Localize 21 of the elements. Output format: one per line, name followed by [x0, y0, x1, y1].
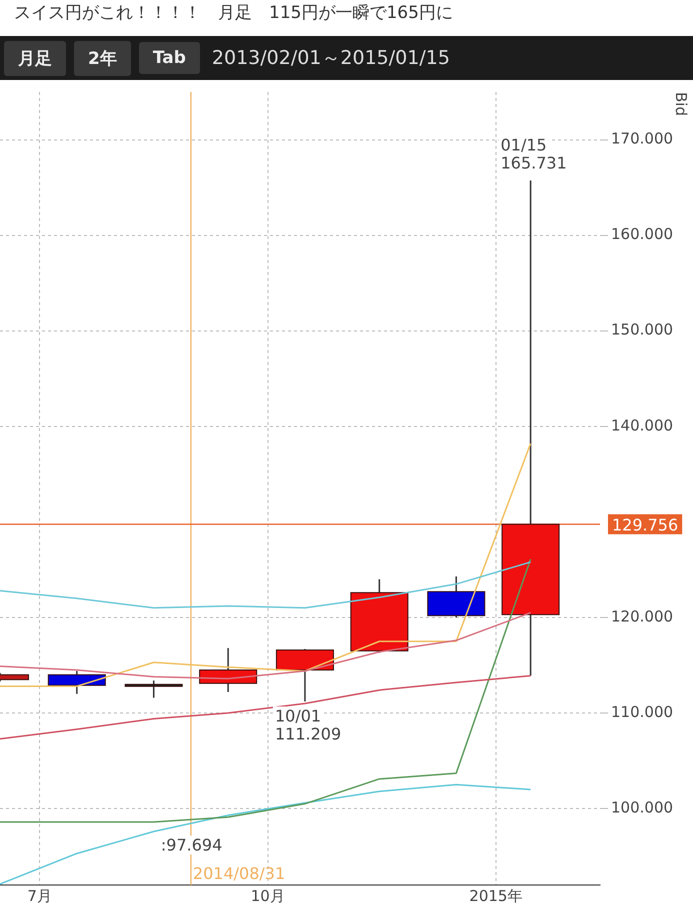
chart-subtitle: 2013/02/01～2015/01/15 — [212, 46, 450, 71]
y-tick-label: 140.000 — [611, 416, 674, 434]
y-axis-title: Bid — [672, 92, 690, 116]
annotation: 01/15 165.731 — [500, 136, 567, 173]
chart-title: スイス円がこれ！！！！ 月足 115円が一瞬で165円に — [13, 2, 454, 25]
annotation: :97.694 — [160, 836, 222, 855]
y-tick-label: 120.000 — [611, 607, 674, 626]
y-tick-label: 100.000 — [611, 798, 674, 816]
ref-line-label: 2014/08/31 — [192, 864, 286, 883]
text: 月足 — [4, 40, 66, 76]
y-tick-label: 150.000 — [611, 320, 674, 339]
y-tick-label: 160.000 — [611, 225, 674, 244]
ref-line-label: 129.756 — [612, 515, 678, 534]
text: 2年 — [74, 40, 131, 76]
y-tick-label: 170.000 — [611, 130, 674, 148]
x-tick-label: 2015年 — [469, 886, 522, 905]
x-tick-label: 7月 — [27, 886, 52, 905]
annotation: 10/01 111.209 — [274, 706, 342, 744]
y-tick-label: 110.000 — [611, 702, 674, 721]
text: Tab — [138, 42, 200, 74]
x-tick-label: 10月 — [250, 886, 285, 905]
